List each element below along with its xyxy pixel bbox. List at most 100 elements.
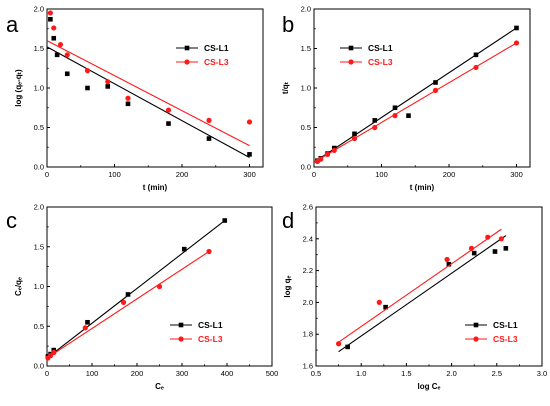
data-point-cs-l1-a [105, 84, 111, 89]
x-tick-label-d: 0.5 [311, 369, 321, 378]
x-axis-title-a: t (min) [143, 183, 168, 192]
x-tick-label-a: 300 [243, 170, 256, 179]
x-tick-label-b: 300 [510, 170, 523, 179]
data-point-cs-l3-b [318, 156, 324, 162]
y-axis-title-a: log (qₑ-qₜ) [14, 69, 23, 107]
data-point-cs-l3-a [206, 117, 212, 123]
y-tick-label-b: 1.0 [301, 84, 311, 93]
data-point-cs-l3-a [57, 41, 64, 48]
legend-marker-cs-l3-b [348, 59, 354, 65]
data-point-cs-l1-c [222, 218, 228, 223]
x-tick-label-b: 200 [443, 170, 456, 179]
series-cs-l3-a [46, 10, 253, 147]
data-point-cs-l3-c [48, 353, 54, 359]
y-tick-label-a: 2.0 [34, 5, 44, 14]
legend-label-cs-l1-d: CS-L1 [493, 320, 518, 330]
data-point-cs-l1-d [492, 249, 498, 254]
x-tick-label-d: 2.0 [446, 369, 456, 378]
y-tick-label-b: 0.0 [301, 163, 311, 172]
panel-letter-d: d [282, 208, 294, 233]
x-tick-label-d: 1.0 [356, 369, 366, 378]
data-point-cs-l1-a [85, 85, 90, 91]
data-point-cs-l3-b [473, 64, 479, 71]
y-tick-label-d: 1.6 [303, 362, 313, 371]
data-point-cs-l1-a [166, 121, 171, 126]
data-point-cs-l1-d [345, 344, 350, 350]
x-tick-label-a: 0 [45, 170, 49, 179]
x-tick-label-a: 100 [108, 170, 121, 179]
data-point-cs-l3-b [331, 147, 337, 154]
data-point-cs-l3-b [392, 113, 398, 119]
y-tick-label-a: 0.0 [34, 163, 44, 172]
series-cs-l3-d [336, 228, 504, 347]
data-point-cs-l3-c [156, 283, 163, 290]
y-tick-label-d: 2.0 [303, 298, 313, 307]
x-tick-label-c: 400 [221, 369, 234, 378]
data-point-cs-l3-b [432, 87, 439, 93]
data-point-cs-l1-b [473, 52, 479, 58]
legend-marker-cs-l3-a [184, 59, 190, 65]
series-cs-l1-a [46, 16, 252, 159]
data-point-cs-l3-c [82, 325, 88, 331]
data-point-cs-l3-d [468, 245, 475, 251]
legend-marker-cs-l1-c [178, 322, 184, 328]
data-point-cs-l1-d [503, 246, 509, 251]
data-point-cs-l3-b [324, 151, 331, 157]
data-point-cs-l3-a [47, 10, 53, 16]
x-axis-title-b: t (min) [410, 183, 435, 192]
data-point-cs-l3-a [165, 107, 172, 113]
legend-label-cs-l3-d: CS-L3 [493, 334, 518, 344]
data-point-cs-l3-b [372, 124, 378, 131]
y-axis-title-b: t/qₜ [281, 81, 290, 94]
y-tick-label-c: 1.5 [34, 242, 44, 251]
data-point-cs-l3-d [376, 299, 382, 305]
y-tick-label-a: 1.5 [34, 44, 44, 53]
fit-line-cs-l3-c [46, 251, 210, 359]
legend-label-cs-l1-b: CS-L1 [368, 43, 393, 53]
panel-letter-a: a [6, 12, 19, 37]
data-point-cs-l1-a [48, 16, 53, 22]
legend-marker-cs-l1-a [184, 45, 190, 51]
x-tick-label-b: 0 [312, 170, 316, 179]
chart-panel-a: 0 100 200 300 0.0 0.5 1.0 1.5 2.0 t (min) log (qₑ-… [14, 5, 264, 192]
data-point-cs-l1-b [392, 105, 398, 111]
data-point-cs-l3-a [84, 68, 91, 74]
legend-marker-cs-l1-b [348, 45, 354, 51]
y-tick-label-d: 2.6 [303, 203, 313, 212]
data-point-cs-l1-b [514, 25, 519, 31]
data-point-cs-l1-b [406, 113, 411, 118]
x-tick-label-d: 1.5 [401, 369, 411, 378]
data-point-cs-l3-a [125, 95, 131, 101]
data-point-cs-l1-d [471, 250, 477, 256]
data-point-cs-l1-a [64, 71, 70, 77]
chart-panel-c: 0 100 200 300 400 500 0.0 0.5 1.0 1.5 2.0 Cₑ Cₑ/qₑ CS… [14, 203, 278, 392]
legend-label-cs-l3-a: CS-L3 [204, 57, 229, 67]
panel-letter-b: b [282, 12, 294, 37]
series-cs-l3-b [313, 40, 520, 165]
data-point-cs-l3-d [336, 341, 342, 347]
x-tick-label-d: 2.5 [492, 369, 502, 378]
y-axis-title-c: Cₑ/qₑ [14, 277, 23, 296]
x-tick-label-c: 100 [86, 369, 99, 378]
series-cs-l1-b [313, 25, 519, 163]
legend-marker-cs-l3-d [473, 336, 479, 342]
fit-line-cs-l1-c [46, 220, 226, 359]
series-cs-l1-d [338, 235, 509, 353]
series-cs-l3-c [45, 248, 212, 361]
data-point-cs-l3-a [64, 52, 70, 58]
chart-panel-d: 0.5 1.0 1.5 2.0 2.5 3.0 1.6 1.8 2.0 2.2 2.4 2.6 log … [283, 203, 547, 392]
data-point-cs-l1-c [85, 319, 90, 325]
data-point-cs-l3-a [51, 25, 57, 31]
x-tick-label-a: 200 [176, 170, 189, 179]
y-tick-label-c: 0.5 [34, 322, 44, 331]
y-axis-title-d: log qₑ [283, 275, 292, 297]
legend-label-cs-l1-a: CS-L1 [204, 43, 229, 53]
data-point-cs-l1-d [383, 304, 388, 310]
data-point-cs-l1-b [352, 131, 357, 137]
fit-line-cs-l1-b [313, 27, 517, 163]
data-point-cs-l3-a [105, 79, 111, 85]
chart-panel-b: 0 100 200 300 0.0 0.5 1.0 1.5 2.0 t (min) t/qₜ CS-L… [281, 5, 531, 192]
data-point-cs-l1-a [206, 136, 212, 141]
plot-frame-a [46, 8, 264, 168]
